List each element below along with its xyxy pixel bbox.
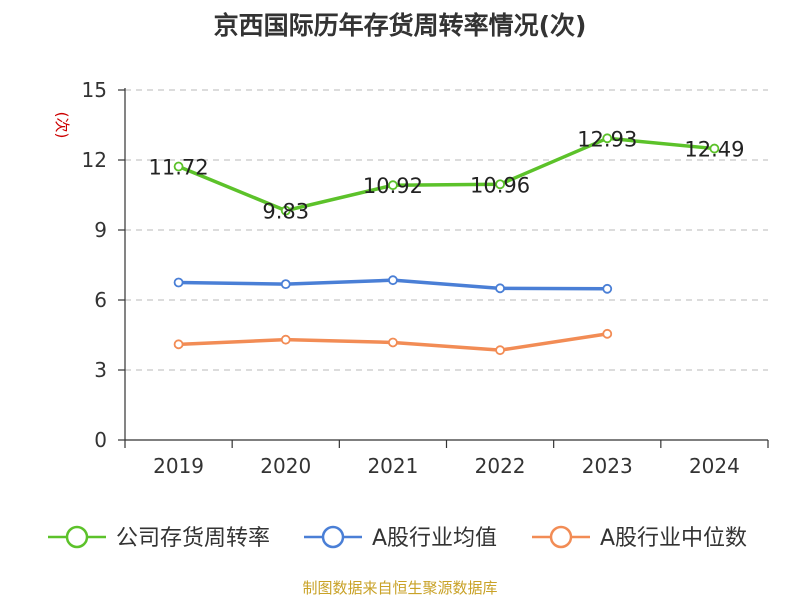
x-tick-label: 2024 bbox=[689, 454, 740, 478]
chart-title: 京西国际历年存货周转率情况(次) bbox=[213, 11, 587, 40]
legend-label: 公司存货周转率 bbox=[116, 526, 270, 551]
x-tick-label: 2022 bbox=[475, 454, 526, 478]
data-point bbox=[602, 283, 613, 294]
grid-lines bbox=[125, 89, 768, 371]
legend-marker bbox=[321, 525, 345, 549]
data-point bbox=[602, 328, 613, 339]
data-point bbox=[173, 277, 184, 288]
series-line bbox=[177, 136, 715, 213]
y-tick-label: 6 bbox=[94, 288, 107, 312]
x-tick-label: 2023 bbox=[582, 454, 633, 478]
y-axis-unit-label: (次) bbox=[53, 112, 71, 139]
legend-marker bbox=[549, 525, 573, 549]
legend-marker bbox=[65, 525, 89, 549]
data-point bbox=[602, 133, 613, 144]
data-point bbox=[280, 279, 291, 290]
data-point bbox=[495, 179, 505, 190]
data-label: 9.83 bbox=[262, 200, 309, 224]
data-point bbox=[388, 275, 398, 286]
data-point bbox=[280, 334, 291, 345]
data-source-note: 制图数据来自恒生聚源数据库 bbox=[302, 579, 498, 597]
x-tick-label: 2019 bbox=[153, 454, 204, 478]
data-point bbox=[495, 345, 505, 356]
legend: 公司存货周转率 A股行业均值 A股行业中位数 bbox=[48, 525, 747, 551]
y-tick-label: 15 bbox=[82, 78, 107, 102]
legend-label: A股行业中位数 bbox=[600, 526, 747, 551]
x-tick-labels: 2019 2020 2021 2022 2023 2024 bbox=[153, 454, 740, 478]
data-point bbox=[173, 161, 184, 172]
y-tick-label: 3 bbox=[94, 358, 107, 382]
data-point bbox=[709, 143, 720, 154]
data-point bbox=[388, 337, 398, 348]
x-tick-label: 2021 bbox=[367, 454, 418, 478]
data-label: 12.93 bbox=[577, 127, 637, 151]
data-label: 11.72 bbox=[149, 156, 209, 180]
data-point bbox=[388, 180, 398, 191]
data-label: 10.92 bbox=[363, 174, 423, 198]
x-tick-label: 2020 bbox=[260, 454, 311, 478]
legend-label: A股行业均值 bbox=[372, 526, 497, 551]
series-lines bbox=[173, 133, 720, 356]
y-tick-label: 0 bbox=[94, 428, 107, 452]
axes bbox=[118, 88, 769, 448]
data-point bbox=[495, 283, 505, 294]
data-point bbox=[173, 339, 184, 350]
data-point bbox=[280, 205, 291, 216]
y-tick-label: 9 bbox=[94, 218, 107, 242]
data-label: 12.49 bbox=[684, 138, 744, 162]
data-labels: 11.72 9.83 10.92 10.96 12.93 12.49 bbox=[149, 127, 745, 223]
data-label: 10.96 bbox=[470, 173, 530, 197]
y-tick-label: 12 bbox=[82, 148, 107, 172]
y-tick-labels: 0 3 6 9 12 15 bbox=[82, 78, 107, 452]
